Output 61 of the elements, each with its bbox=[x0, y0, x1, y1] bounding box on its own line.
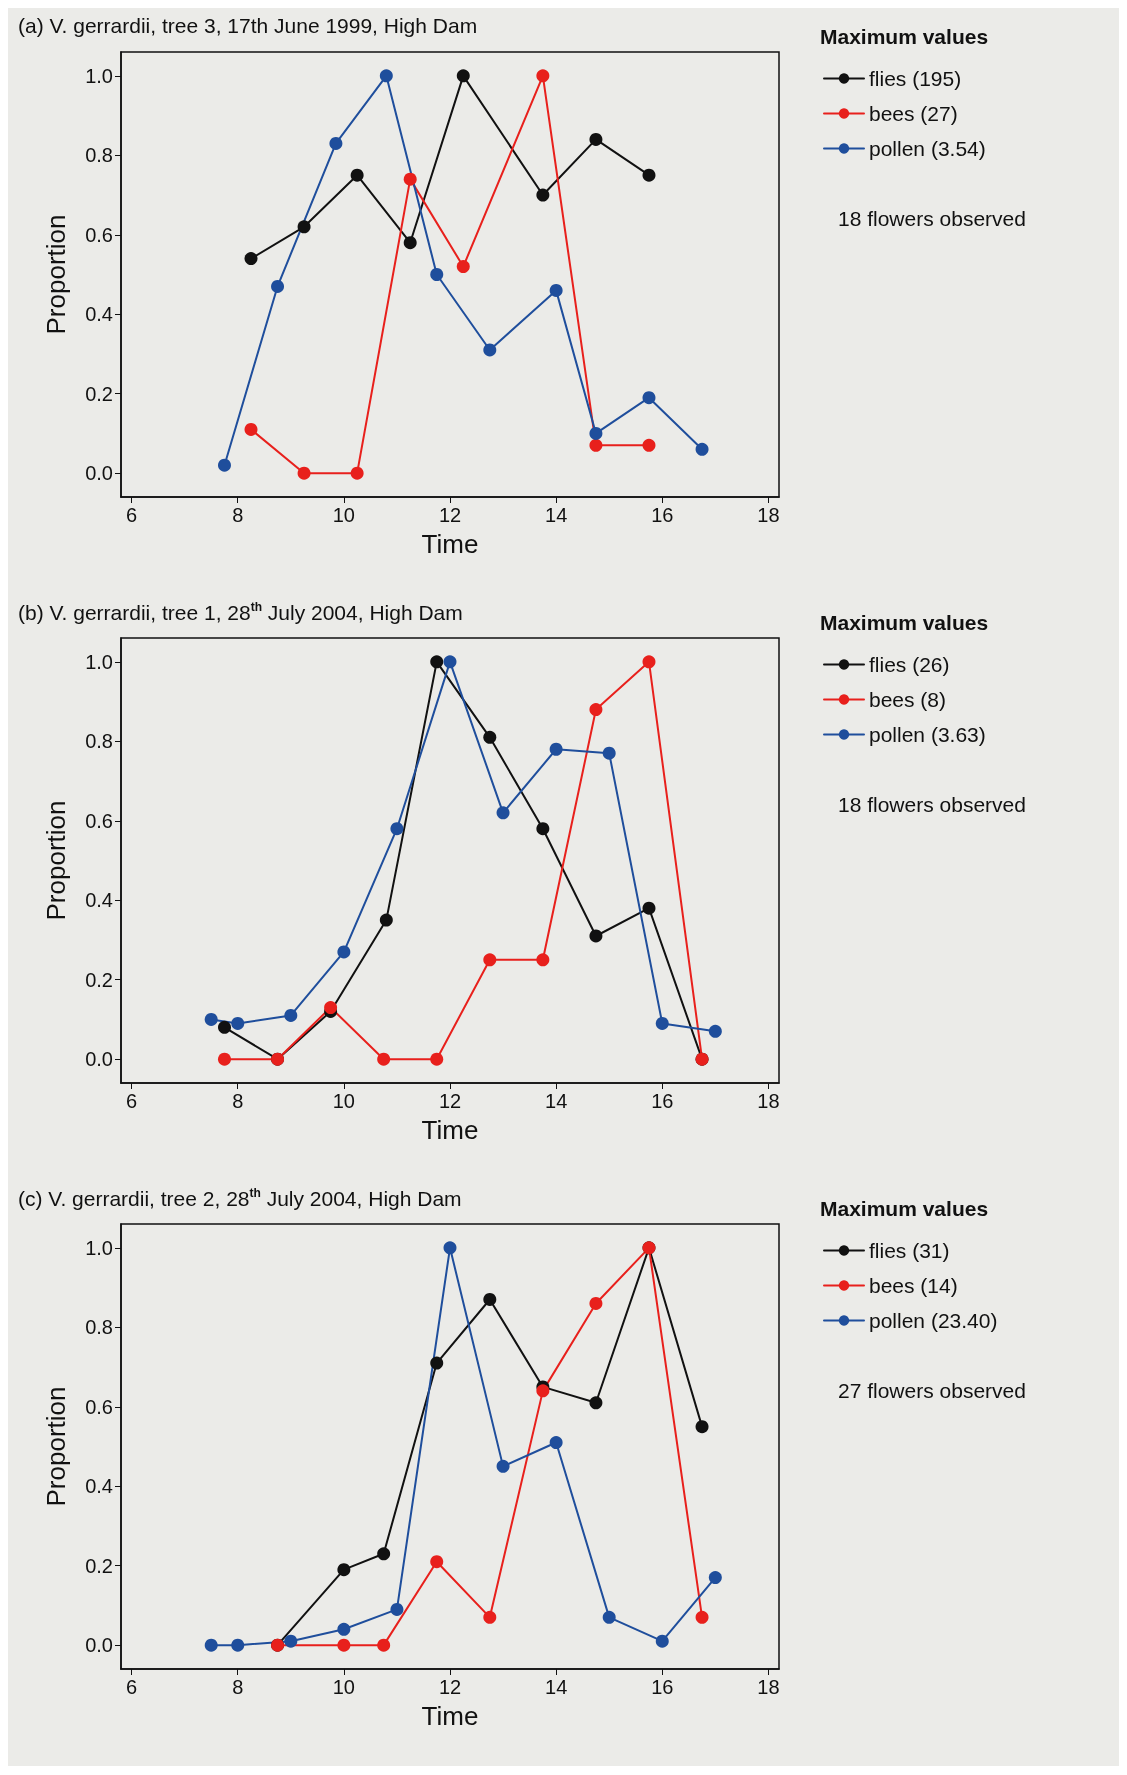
x-tick-label: 16 bbox=[651, 504, 674, 526]
legend-label: pollen (3.54) bbox=[869, 137, 986, 160]
x-tick-label: 18 bbox=[757, 1090, 780, 1112]
x-tick-label: 14 bbox=[545, 1676, 568, 1698]
y-tick-label: 1.0 bbox=[85, 64, 113, 87]
x-tick-label: 14 bbox=[545, 1090, 568, 1112]
x-tick-label: 6 bbox=[126, 1090, 138, 1112]
y-tick-label: 0.8 bbox=[85, 730, 113, 753]
legend-title: Maximum values bbox=[820, 1197, 989, 1220]
y-tick-label: 0.2 bbox=[85, 968, 113, 991]
x-tick-label: 10 bbox=[332, 1090, 355, 1112]
y-tick-label: 0.4 bbox=[85, 1475, 113, 1498]
legend-label: pollen (23.40) bbox=[869, 1309, 998, 1332]
x-tick-label: 10 bbox=[332, 1676, 355, 1698]
x-tick-label: 12 bbox=[438, 504, 462, 526]
x-axis-title: Time bbox=[421, 529, 479, 559]
legend-label: flies (195) bbox=[869, 67, 962, 90]
x-tick-label: 6 bbox=[126, 504, 138, 526]
x-tick-label: 14 bbox=[545, 504, 568, 526]
y-tick-label: 0.4 bbox=[85, 889, 113, 912]
y-tick-label: 0.6 bbox=[85, 809, 113, 832]
legend-label: flies (31) bbox=[869, 1239, 950, 1262]
y-tick-label: 0.8 bbox=[85, 144, 113, 167]
x-tick-label: 12 bbox=[438, 1676, 462, 1698]
x-tick-label: 8 bbox=[232, 1090, 244, 1112]
y-tick-label: 0.0 bbox=[85, 462, 113, 485]
text: 18 flowers observed bbox=[838, 207, 1026, 230]
y-tick-label: 0.6 bbox=[85, 223, 113, 246]
x-tick-label: 10 bbox=[332, 504, 355, 526]
y-tick-label: 0.6 bbox=[85, 1395, 113, 1418]
x-tick-label: 16 bbox=[651, 1676, 674, 1698]
y-tick-label: 0.0 bbox=[85, 1048, 113, 1071]
legend-label: bees (8) bbox=[869, 688, 947, 711]
y-tick-label: 0.8 bbox=[85, 1316, 113, 1339]
y-tick-label: 0.0 bbox=[85, 1634, 113, 1657]
x-tick-label: 16 bbox=[651, 1090, 674, 1112]
y-tick-label: 0.2 bbox=[85, 1554, 113, 1577]
y-tick-label: 0.2 bbox=[85, 382, 113, 405]
text: 18 flowers observed bbox=[838, 793, 1026, 816]
y-tick-label: 0.4 bbox=[85, 303, 113, 326]
y-axis-title: Proportion bbox=[41, 214, 71, 335]
legend-title: Maximum values bbox=[820, 611, 989, 634]
x-axis-title: Time bbox=[421, 1701, 479, 1731]
legend-label: pollen (3.63) bbox=[869, 723, 986, 746]
x-tick-label: 6 bbox=[126, 1676, 138, 1698]
chart-title: (a) V. gerrardii, tree 3, 17th June 1999, High Dam bbox=[18, 14, 478, 37]
x-tick-label: 18 bbox=[757, 504, 780, 526]
y-tick-label: 1.0 bbox=[85, 1236, 113, 1259]
y-axis-title: Proportion bbox=[41, 1386, 71, 1507]
legend-label: flies (26) bbox=[869, 653, 950, 676]
x-tick-label: 8 bbox=[232, 1676, 244, 1698]
text: 27 flowers observed bbox=[838, 1379, 1026, 1402]
y-tick-label: 1.0 bbox=[85, 650, 113, 673]
x-tick-label: 18 bbox=[757, 1676, 780, 1698]
legend-title: Maximum values bbox=[820, 25, 989, 48]
x-tick-label: 12 bbox=[438, 1090, 462, 1112]
x-axis-title: Time bbox=[421, 1115, 479, 1145]
legend-label: bees (27) bbox=[869, 102, 958, 125]
y-axis-title: Proportion bbox=[41, 800, 71, 921]
x-tick-label: 8 bbox=[232, 504, 244, 526]
legend-label: bees (14) bbox=[869, 1274, 958, 1297]
